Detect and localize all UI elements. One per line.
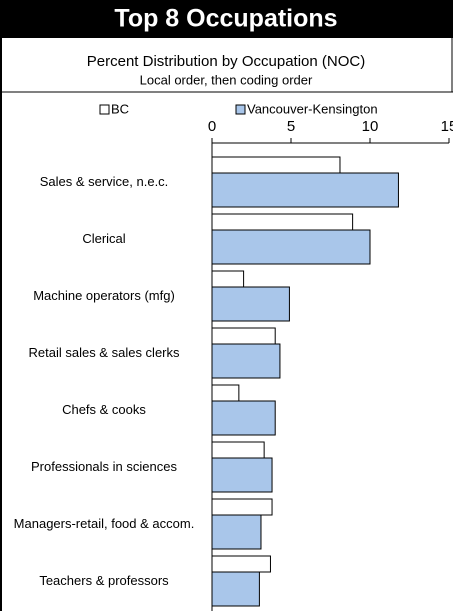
y-tick-label: Professionals in sciences [31,459,177,474]
legend-swatch [235,104,246,115]
x-tick-label: 5 [287,118,295,135]
bar [211,571,260,607]
y-tick-label: Machine operators (mfg) [33,288,175,303]
legend-label: BC [111,101,129,116]
bar [211,229,371,265]
bar [211,213,354,231]
y-tick-label: Clerical [82,231,126,246]
bar [211,441,265,459]
bar [211,384,240,402]
bar [211,555,271,573]
bar [211,498,273,516]
bar [211,286,290,322]
x-tick-label: 0 [208,118,216,135]
bar [211,270,245,288]
y-tick-label: Sales & service, n.e.c. [39,174,169,189]
bar [211,172,399,208]
y-tick-label: Retail sales & sales clerks [28,345,180,360]
note: Local order, then coding order [140,72,313,87]
title-band [0,0,453,38]
bar [211,343,281,379]
subtitle: Percent Distribution by Occupation (NOC) [87,53,365,70]
bar [211,400,276,436]
chart-title: Top 8 Occupations [114,5,337,33]
bar [211,156,341,174]
y-tick-label: Chefs & cooks [62,402,146,417]
legend-label: Vancouver-Kensington [247,101,378,116]
x-tick-label: 10 [362,118,379,135]
bar [211,327,276,345]
y-tick-label: Teachers & professors [39,573,169,588]
y-tick-label: Managers-retail, food & accom. [13,516,195,531]
legend-swatch [99,104,110,115]
bar [211,514,262,550]
bar [211,457,273,493]
x-tick-label: 15 [441,118,453,135]
